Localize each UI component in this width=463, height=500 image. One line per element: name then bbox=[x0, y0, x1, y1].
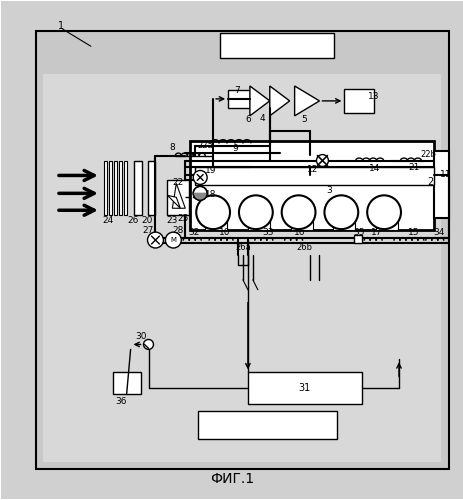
Text: 30: 30 bbox=[135, 332, 146, 341]
Text: 2: 2 bbox=[427, 178, 433, 188]
Polygon shape bbox=[250, 86, 269, 116]
Polygon shape bbox=[269, 86, 289, 116]
Circle shape bbox=[316, 154, 328, 166]
Bar bbox=[36, 32, 448, 469]
Circle shape bbox=[196, 196, 230, 229]
Text: 3: 3 bbox=[326, 186, 332, 195]
Bar bbox=[333, 220, 355, 230]
Bar bbox=[433, 150, 448, 218]
Text: 9: 9 bbox=[232, 144, 238, 153]
Text: 8: 8 bbox=[169, 143, 175, 152]
Circle shape bbox=[165, 232, 181, 248]
Text: 11: 11 bbox=[439, 170, 450, 179]
Text: 34: 34 bbox=[432, 228, 444, 236]
Bar bbox=[247, 220, 269, 230]
Text: 13: 13 bbox=[368, 92, 379, 102]
Bar bbox=[167, 180, 189, 215]
Bar bbox=[119, 160, 122, 215]
Text: 5: 5 bbox=[301, 116, 307, 124]
Bar bbox=[43, 40, 440, 462]
Text: 23: 23 bbox=[166, 216, 178, 224]
Circle shape bbox=[143, 340, 153, 349]
Text: 12: 12 bbox=[306, 165, 318, 174]
Circle shape bbox=[147, 232, 163, 248]
Text: 22a: 22a bbox=[197, 141, 213, 150]
Bar bbox=[147, 160, 155, 215]
Bar bbox=[133, 160, 141, 215]
Polygon shape bbox=[172, 184, 185, 208]
Text: 15: 15 bbox=[407, 228, 419, 236]
Text: 36: 36 bbox=[115, 396, 126, 406]
Text: 25: 25 bbox=[177, 214, 188, 222]
Bar bbox=[113, 372, 140, 394]
Text: 26: 26 bbox=[127, 216, 138, 224]
Text: 21: 21 bbox=[407, 163, 419, 172]
Bar bbox=[198, 411, 337, 439]
Bar bbox=[227, 90, 250, 108]
Bar bbox=[375, 220, 397, 230]
Text: 24: 24 bbox=[102, 216, 113, 224]
Circle shape bbox=[193, 186, 206, 200]
Circle shape bbox=[324, 196, 357, 229]
Circle shape bbox=[366, 196, 400, 229]
Text: 22b: 22b bbox=[420, 150, 436, 159]
Bar bbox=[109, 160, 112, 215]
Bar bbox=[205, 220, 226, 230]
Text: 17: 17 bbox=[370, 228, 382, 236]
Text: 33: 33 bbox=[262, 228, 273, 236]
Text: 14: 14 bbox=[368, 164, 379, 173]
Text: 26a: 26a bbox=[235, 242, 250, 252]
Text: 16: 16 bbox=[293, 228, 305, 236]
Circle shape bbox=[238, 196, 272, 229]
Bar bbox=[247, 372, 362, 404]
Text: 26b: 26b bbox=[296, 242, 312, 252]
Text: 7: 7 bbox=[234, 86, 239, 96]
Circle shape bbox=[193, 170, 206, 184]
Text: 28: 28 bbox=[172, 226, 184, 234]
Polygon shape bbox=[167, 196, 180, 208]
Bar bbox=[219, 34, 334, 58]
Wedge shape bbox=[194, 194, 206, 200]
Bar bbox=[353, 235, 362, 243]
Text: 22: 22 bbox=[172, 178, 183, 187]
Text: 18: 18 bbox=[205, 190, 216, 199]
Polygon shape bbox=[294, 86, 319, 116]
Text: 35: 35 bbox=[353, 228, 364, 236]
Text: 32: 32 bbox=[188, 228, 200, 236]
Text: 20: 20 bbox=[142, 216, 153, 224]
Bar bbox=[290, 220, 312, 230]
Text: 31: 31 bbox=[298, 383, 310, 393]
Bar bbox=[114, 160, 117, 215]
Bar bbox=[195, 168, 433, 186]
Bar bbox=[190, 140, 433, 230]
Text: 27: 27 bbox=[143, 226, 154, 234]
Circle shape bbox=[281, 196, 315, 229]
Bar bbox=[43, 74, 440, 462]
Text: M: M bbox=[170, 237, 176, 243]
Bar bbox=[124, 160, 127, 215]
Text: 19: 19 bbox=[205, 166, 216, 175]
Text: 6: 6 bbox=[244, 116, 250, 124]
Bar bbox=[104, 160, 107, 215]
Text: 1: 1 bbox=[58, 22, 64, 32]
Text: ФИГ.1: ФИГ.1 bbox=[209, 472, 254, 486]
Text: 10: 10 bbox=[219, 228, 230, 236]
Text: 4: 4 bbox=[259, 114, 265, 124]
Bar bbox=[344, 89, 373, 113]
